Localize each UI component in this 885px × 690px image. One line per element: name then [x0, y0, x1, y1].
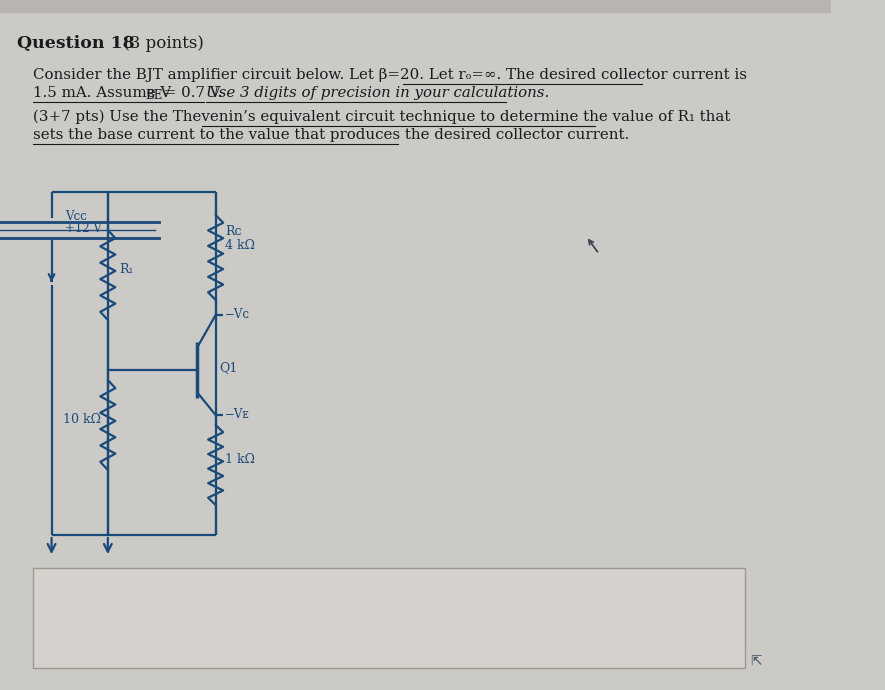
Bar: [33, 568, 745, 668]
Text: = 0.7 V.: = 0.7 V.: [159, 86, 227, 100]
Text: 1 kΩ: 1 kΩ: [225, 453, 255, 466]
Text: Rᴄ: Rᴄ: [225, 225, 242, 238]
Text: +12 V: +12 V: [65, 222, 102, 235]
Text: −Vᴄ: −Vᴄ: [225, 308, 250, 320]
Text: R₁: R₁: [119, 262, 134, 275]
Text: −Vᴇ: −Vᴇ: [225, 408, 250, 420]
Text: (3+7 pts) Use the Thevenin’s equivalent circuit technique to determine the value: (3+7 pts) Use the Thevenin’s equivalent …: [33, 110, 730, 124]
Text: BE: BE: [145, 89, 163, 102]
Text: (3 points): (3 points): [118, 35, 204, 52]
Text: Consider the BJT amplifier circuit below. Let β=20. Let rₒ=∞. The desired collec: Consider the BJT amplifier circuit below…: [33, 68, 747, 82]
Text: Use 3 digits of precision in your calculations.: Use 3 digits of precision in your calcul…: [206, 86, 550, 100]
Text: 4 kΩ: 4 kΩ: [225, 239, 255, 252]
Text: sets the base current to the value that produces the desired collector current.: sets the base current to the value that …: [33, 128, 629, 142]
Text: 1.5 mA. Assume V: 1.5 mA. Assume V: [33, 86, 171, 100]
Text: Question 18: Question 18: [17, 35, 135, 52]
Text: Vᴄᴄ: Vᴄᴄ: [65, 210, 87, 223]
Text: Q1: Q1: [219, 362, 238, 375]
Text: 10 kΩ: 10 kΩ: [63, 413, 101, 426]
Text: ⇱: ⇱: [750, 654, 762, 668]
